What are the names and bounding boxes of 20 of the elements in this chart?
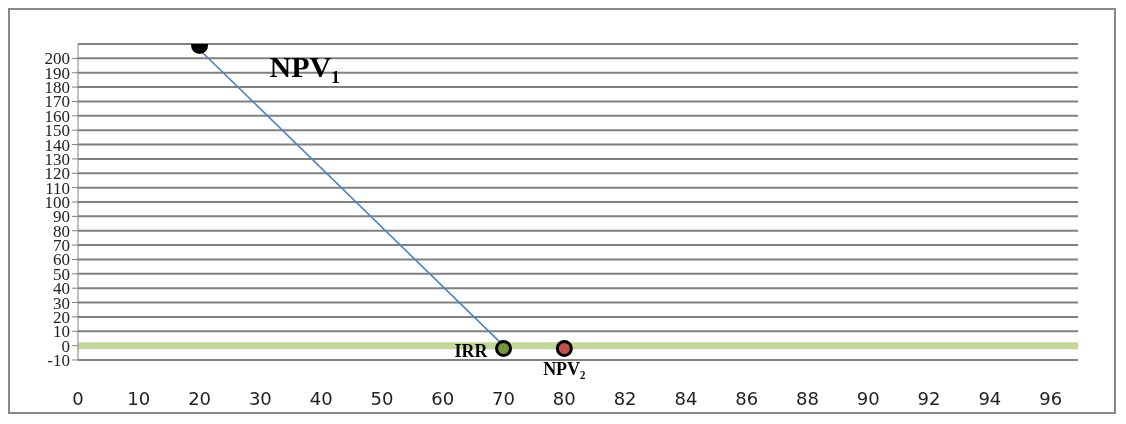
x-tick-label: 10 — [127, 387, 151, 409]
x-tick-label: 20 — [188, 387, 212, 409]
x-tick-label: 90 — [856, 387, 880, 409]
x-tick-label: 96 — [1039, 387, 1063, 409]
x-tick-label: 80 — [552, 387, 576, 409]
annotation: IRR — [454, 340, 489, 361]
x-tick-label: 82 — [613, 387, 637, 409]
x-tick-label: 92 — [917, 387, 941, 409]
x-tick-label: 60 — [431, 387, 455, 409]
x-tick-label: 94 — [978, 387, 1002, 409]
x-tick-label: 86 — [735, 387, 759, 409]
x-tick-label: 70 — [492, 387, 515, 409]
x-tick-label: 88 — [796, 387, 819, 409]
x-tick-label: 50 — [370, 387, 394, 409]
annotation: NPV₁ — [269, 50, 341, 84]
x-tick-label: 30 — [248, 387, 272, 409]
annotation: NPV₂ — [543, 358, 586, 379]
x-tick-label: 0 — [72, 387, 84, 409]
x-tick-label: 40 — [309, 387, 333, 409]
x-tick-label: 84 — [674, 387, 698, 409]
